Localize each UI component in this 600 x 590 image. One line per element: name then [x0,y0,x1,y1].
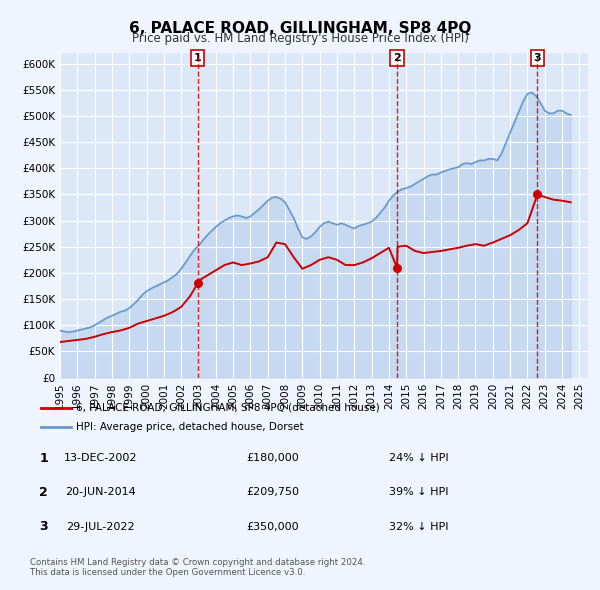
Point [392,263,402,273]
Text: £209,750: £209,750 [247,487,299,497]
Text: 24% ↓ HPI: 24% ↓ HPI [389,453,449,463]
Text: 6, PALACE ROAD, GILLINGHAM, SP8 4PQ: 6, PALACE ROAD, GILLINGHAM, SP8 4PQ [129,21,471,35]
Point [533,190,542,199]
Text: 1: 1 [39,451,48,465]
Text: 2: 2 [393,53,401,63]
Text: 1: 1 [194,53,202,63]
Text: Price paid vs. HM Land Registry's House Price Index (HPI): Price paid vs. HM Land Registry's House … [131,32,469,45]
Text: 3: 3 [39,520,48,533]
Text: Contains HM Land Registry data © Crown copyright and database right 2024.
This d: Contains HM Land Registry data © Crown c… [30,558,365,577]
Text: 3: 3 [533,53,541,63]
Text: 32% ↓ HPI: 32% ↓ HPI [389,522,449,532]
Text: 6, PALACE ROAD, GILLINGHAM, SP8 4PQ (detached house): 6, PALACE ROAD, GILLINGHAM, SP8 4PQ (det… [76,403,380,412]
Text: 29-JUL-2022: 29-JUL-2022 [66,522,134,532]
Text: £180,000: £180,000 [247,453,299,463]
Text: 2: 2 [39,486,48,499]
Point [193,278,203,288]
Text: £350,000: £350,000 [247,522,299,532]
Text: 39% ↓ HPI: 39% ↓ HPI [389,487,449,497]
Text: 13-DEC-2002: 13-DEC-2002 [64,453,137,463]
Text: 20-JUN-2014: 20-JUN-2014 [65,487,136,497]
Text: HPI: Average price, detached house, Dorset: HPI: Average price, detached house, Dors… [76,422,304,432]
